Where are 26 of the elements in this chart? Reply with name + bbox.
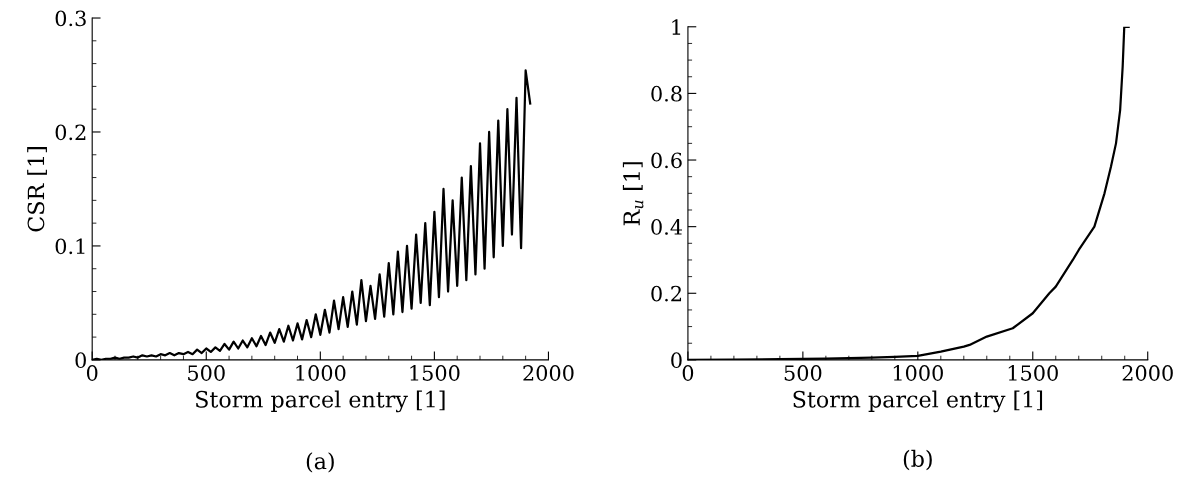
x-axis-title: Storm parcel entry [1]	[793, 390, 1043, 413]
x-axis-title: Storm parcel entry [1]	[196, 390, 445, 413]
y-tick-label: 0.6	[651, 152, 682, 169]
x-tick-label: 0	[682, 365, 694, 381]
x-tick-label: 1000	[893, 365, 943, 381]
y-axis-title: CSR [1]	[27, 147, 47, 232]
y-tick-label: 0.4	[651, 219, 683, 235]
x-tick-label: 1500	[1008, 365, 1058, 381]
y-tick-label: 0.2	[55, 124, 86, 141]
y-tick-label: 0.3	[55, 10, 86, 27]
y-tick-label: 1	[672, 19, 681, 35]
x-tick-label: 1500	[410, 365, 460, 381]
y-tick-label: 0.2	[651, 285, 682, 302]
y-axis-title: R$_{u}$ [1]	[622, 162, 644, 226]
x-tick-label: 1000	[296, 365, 346, 381]
x-tick-label: 2000	[1122, 365, 1173, 381]
y-tick-label: 0	[75, 352, 86, 369]
text: (a)	[306, 452, 334, 473]
x-tick-label: 500	[784, 365, 822, 381]
text: (b)	[903, 449, 932, 471]
x-tick-label: 500	[188, 365, 225, 381]
y-tick-label: 0	[671, 352, 682, 369]
y-tick-label: 0.8	[651, 85, 682, 102]
x-tick-label: 0	[86, 365, 98, 381]
y-tick-label: 0.1	[55, 238, 85, 255]
x-tick-label: 2000	[523, 365, 574, 381]
